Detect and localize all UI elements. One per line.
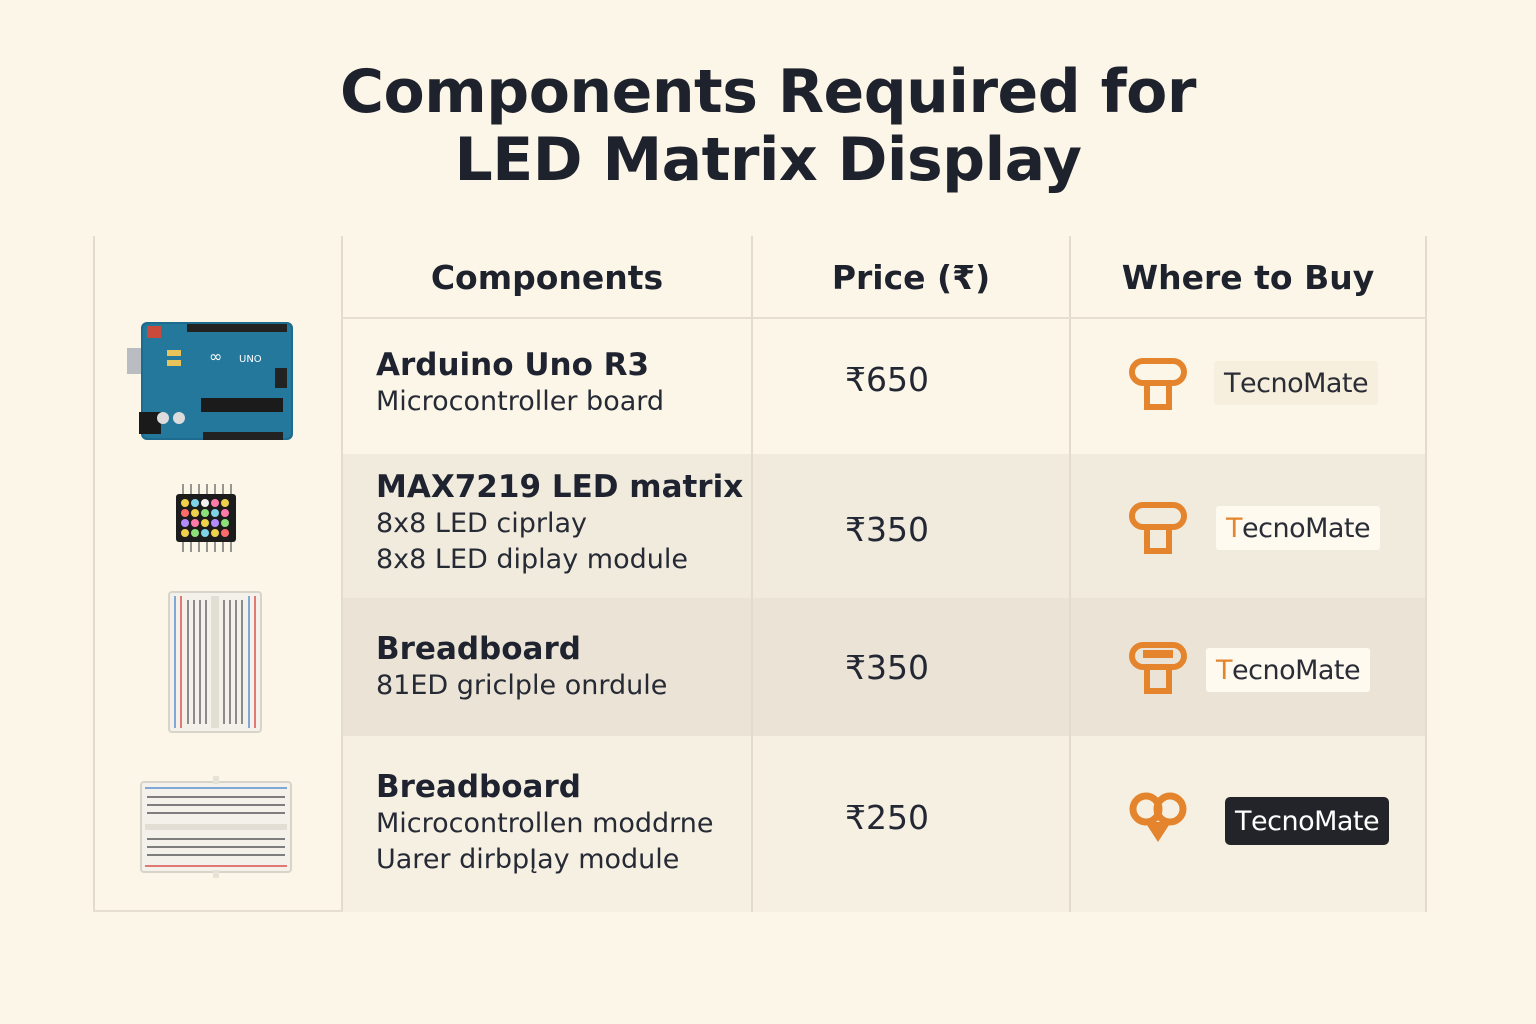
component-price: ₹350	[845, 510, 929, 549]
breadboard-horizontal-icon	[140, 776, 292, 878]
grid-line	[1069, 236, 1071, 912]
component-name: Arduino Uno R3	[376, 347, 650, 383]
grid-line	[751, 236, 753, 912]
title-line-1: Components Required for	[339, 57, 1197, 127]
component-description: 81ED griclple onrdule	[376, 670, 668, 701]
header-price: Price (₹)	[831, 257, 991, 297]
component-description: 8x8 LED diplay module	[376, 544, 688, 575]
component-description: 8x8 LED ciprlay	[376, 508, 588, 539]
component-cell: Arduino Uno R3 Microcontroller board	[376, 346, 664, 420]
component-price: ₹350	[845, 648, 929, 687]
component-cell: Breadboard Microcontrollen moddrne Uarer…	[376, 768, 714, 878]
title-line-2: LED Matrix Display	[454, 125, 1082, 195]
tecnomate-logo-icon	[1129, 502, 1187, 554]
component-cell: MAX7219 LED matrix 8x8 LED ciprlay 8x8 L…	[376, 468, 743, 578]
header-components: Components	[430, 257, 664, 297]
component-description: Microcontroller board	[376, 386, 665, 417]
page-title: Components Required for LED Matrix Displ…	[0, 58, 1536, 194]
header-where-to-buy: Where to Buy	[1121, 257, 1375, 297]
component-name: Breadboard	[376, 631, 581, 667]
grid-line	[341, 236, 343, 912]
component-name: Breadboard	[376, 769, 581, 805]
grid-line	[93, 910, 343, 912]
component-price: ₹650	[845, 360, 929, 399]
components-table: Components Price (₹) Where to Buy ∞ UNO …	[93, 236, 1427, 912]
component-price: ₹250	[845, 798, 929, 837]
grid-line	[341, 317, 1427, 319]
tecnomate-alt-logo-icon	[1129, 792, 1187, 842]
component-name: MAX7219 LED matrix	[376, 469, 744, 505]
led-matrix-icon	[176, 484, 236, 552]
grid-line	[1425, 236, 1427, 912]
tecnomate-logo-icon	[1129, 358, 1187, 410]
tecnomate-logo-icon	[1129, 642, 1187, 694]
component-cell: Breadboard 81ED griclple onrdule	[376, 630, 667, 704]
grid-line	[93, 236, 95, 912]
component-description: Microcontrollen moddrne	[376, 808, 714, 839]
breadboard-vertical-icon	[168, 591, 262, 733]
svg-text:∞: ∞	[209, 347, 222, 366]
svg-text:UNO: UNO	[239, 354, 262, 365]
arduino-board-icon: ∞ UNO	[127, 322, 293, 440]
component-description: Uarer dirbpĮay module	[376, 844, 680, 875]
